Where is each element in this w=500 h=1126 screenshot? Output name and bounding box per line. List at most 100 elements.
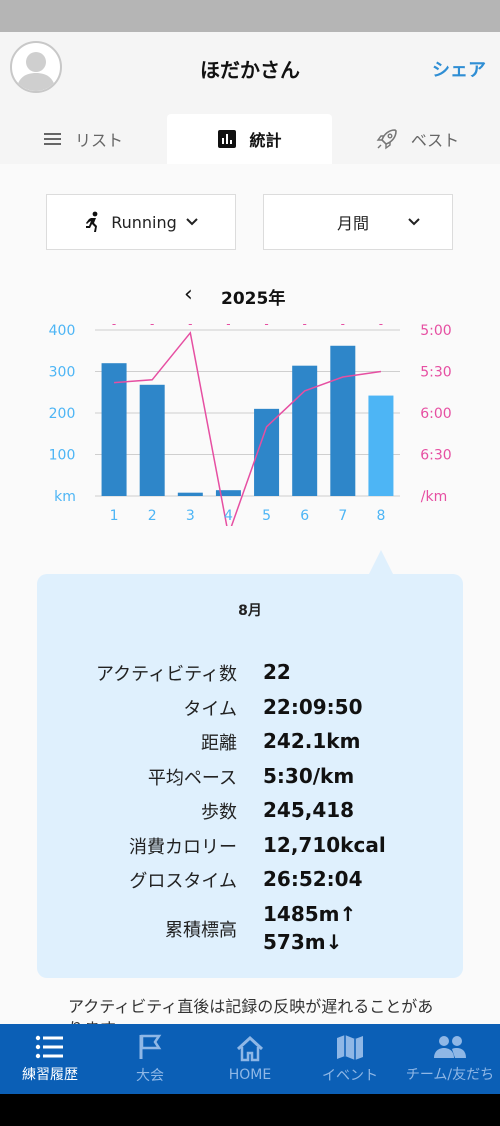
period-value: 月間	[336, 214, 369, 233]
y-right-tick: 6:00	[420, 406, 451, 422]
stat-value: 245,418	[263, 798, 355, 822]
stat-value: 12,710kcal	[263, 832, 386, 857]
x-tick-label: 2	[148, 508, 157, 524]
x-tick-label: 6	[300, 508, 309, 524]
stat-label: 平均ペース	[147, 767, 237, 789]
stat-row: タイム 22:09:50	[37, 695, 463, 725]
user-avatar-icon	[16, 52, 56, 91]
chevron-down-icon	[186, 218, 198, 226]
popup-pointer	[368, 550, 394, 576]
page-title: ほだかさん	[200, 58, 300, 82]
stat-label: アクティビティ数	[96, 664, 237, 685]
bar-distance	[139, 384, 165, 496]
activity-type-value: Running	[111, 212, 177, 232]
tab-stats-label: 統計	[249, 131, 282, 150]
bar-distance	[368, 395, 394, 496]
y-right-tick: 5:00	[420, 323, 451, 339]
home-icon	[236, 1035, 264, 1062]
rocket-icon	[376, 129, 397, 150]
stat-value: 26:52:04	[263, 867, 363, 891]
tab-best-label: ベスト	[410, 131, 460, 150]
stat-row: 距離 242.1km	[37, 729, 463, 759]
month-summary-card: 8月 アクティビティ数 22 タイム 22:09:50 距離 242.1km 平均ペース 5:…	[37, 574, 463, 978]
stat-row: アクティビティ数 22	[37, 660, 463, 690]
x-tick-label: 1	[110, 508, 119, 524]
map-icon	[337, 1035, 363, 1060]
bar-chart-icon	[218, 130, 237, 148]
pace-marker: -	[341, 317, 345, 331]
nav-races[interactable]: 大会	[100, 1024, 200, 1094]
y-left-tick: 100	[49, 448, 76, 464]
tab-list-label: リスト	[74, 131, 123, 150]
nav-label: イベント	[322, 1068, 378, 1084]
y-left-unit: km	[54, 489, 76, 505]
system-nav-bar	[0, 1094, 500, 1126]
runner-icon	[86, 211, 98, 232]
summary-month: 8月	[238, 603, 262, 619]
list-icon	[43, 133, 61, 145]
pace-line	[114, 331, 382, 526]
people-icon	[434, 1036, 466, 1058]
y-left-tick: 200	[49, 406, 76, 422]
activity-type-select[interactable]: Running	[46, 194, 236, 250]
stat-value: 22:09:50	[263, 694, 363, 719]
y-right-unit: /km	[421, 489, 447, 505]
nav-training-history[interactable]: 練習履歴	[0, 1024, 100, 1094]
period-select[interactable]: 月間	[263, 194, 453, 250]
prev-year-button[interactable]: ‹	[184, 282, 193, 307]
y-left-tick: 300	[49, 365, 76, 381]
share-button[interactable]: シェア	[432, 60, 486, 81]
nav-label: 大会	[136, 1068, 164, 1084]
pace-marker: -	[379, 317, 383, 331]
nav-team-friends[interactable]: チーム/友だち	[400, 1024, 500, 1094]
nav-label: 練習履歴	[22, 1067, 78, 1083]
monthly-chart: 400 5:00 300 5:30 200 6:00 100 6:30 km/km - - - - - - -…	[49, 317, 452, 526]
pace-marker: -	[112, 317, 116, 331]
tab-best[interactable]: ベスト	[334, 114, 500, 164]
year-label: 2025年	[221, 289, 286, 309]
stat-label: 距離	[201, 733, 237, 754]
stat-label: 消費カロリー	[129, 836, 237, 858]
stat-value: 242.1km	[263, 729, 361, 753]
x-tick-label: 7	[338, 508, 347, 524]
list-icon	[35, 1035, 63, 1059]
chevron-down-icon	[408, 218, 420, 226]
bottom-nav: 練習履歴 大会 HOME イベント チーム/友だち	[0, 1024, 500, 1094]
elevation-row: 累積標高 1485m↑ 573m↓	[37, 902, 463, 962]
nav-events[interactable]: イベント	[300, 1024, 400, 1094]
stat-label: タイム	[183, 698, 237, 720]
tab-list[interactable]: リスト	[0, 114, 166, 164]
stat-row: 歩数 245,418	[37, 798, 463, 828]
bar-distance	[177, 492, 203, 496]
stat-row: 平均ペース 5:30/km	[37, 764, 463, 794]
x-tick-label: 4	[224, 508, 233, 524]
tab-bar: リスト 統計 ベスト	[0, 114, 500, 164]
elevation-label: 累積標高	[165, 920, 237, 941]
pace-marker: -	[188, 317, 192, 331]
nav-label: HOME	[228, 1067, 272, 1083]
elevation-up: 1485m↑	[263, 902, 357, 926]
nav-home[interactable]: HOME	[200, 1024, 300, 1094]
y-right-tick: 6:30	[420, 448, 451, 464]
nav-label: チーム/友だち	[405, 1067, 495, 1083]
stats-content: Running 月間 ‹ 2025年 400 5:00 300 5:30 200 6:00…	[0, 164, 500, 1038]
stat-label: グロスタイム	[129, 871, 237, 892]
pace-marker: -	[226, 317, 230, 331]
tab-stats[interactable]: 統計	[167, 114, 332, 164]
status-bar	[0, 0, 500, 32]
bar-distance	[292, 365, 318, 496]
y-right-tick: 5:30	[420, 365, 451, 381]
pace-marker: -	[150, 317, 154, 331]
pace-marker: -	[264, 317, 268, 331]
x-tick-label: 5	[262, 508, 271, 524]
pace-marker: -	[303, 317, 307, 331]
x-tick-label: 3	[186, 508, 195, 524]
year-navigator: ‹ 2025年	[0, 282, 500, 310]
y-left-tick: 400	[49, 323, 76, 339]
stat-label: 歩数	[201, 802, 237, 823]
avatar[interactable]	[10, 41, 62, 93]
stat-value: 22	[263, 660, 291, 684]
bar-distance	[101, 363, 127, 496]
stat-row: グロスタイム 26:52:04	[37, 867, 463, 897]
stat-row: 消費カロリー 12,710kcal	[37, 833, 463, 863]
